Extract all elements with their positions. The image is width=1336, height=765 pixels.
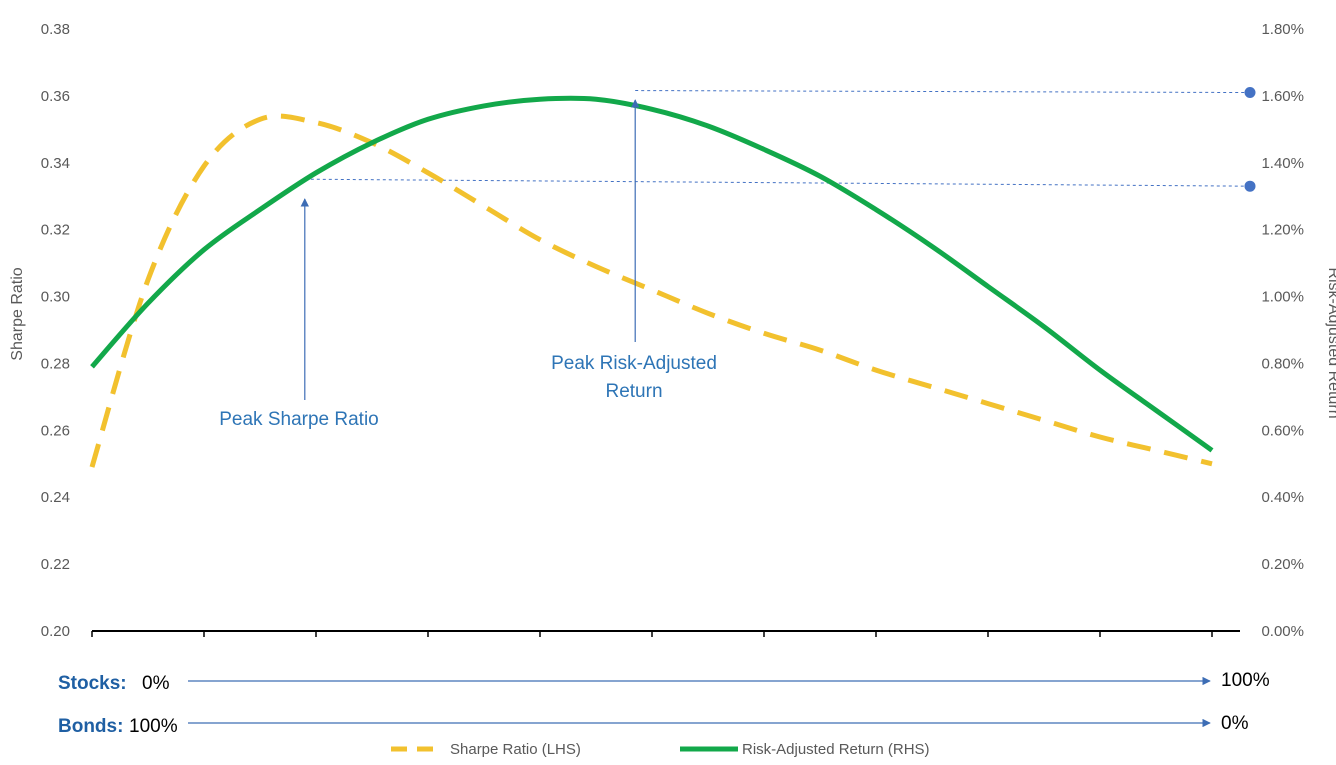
legend-label-sharpe: Sharpe Ratio (LHS) — [450, 741, 581, 758]
left-tick-label: 0.32 — [41, 222, 70, 239]
legend-label-rar: Risk-Adjusted Return (RHS) — [742, 741, 930, 758]
risk-adjusted-return-line — [90, 95, 1214, 453]
right-tick-label: 1.20% — [1261, 222, 1304, 239]
left-tick-label: 0.20 — [41, 623, 70, 640]
x-axis — [91, 630, 1240, 637]
right-tick-label: 0.20% — [1261, 556, 1304, 573]
right-tick-label: 1.00% — [1261, 289, 1304, 306]
reference-guide-line — [635, 90, 1251, 94]
right-tick-label: 0.40% — [1261, 489, 1304, 506]
reference-guide-line — [304, 178, 1251, 187]
reference-guides — [304, 87, 1256, 192]
left-tick-label: 0.36 — [41, 88, 70, 105]
right-axis-title: Risk-Adjusted Return — [1325, 267, 1336, 418]
right-axis-ticks: 0.00% 0.20% 0.40% 0.60% 0.80% 1.00% 1.20% 1.40%… — [1261, 21, 1304, 640]
annotations: Peak Sharpe Ratio Peak Risk-Adjusted Retur… — [219, 99, 717, 430]
bonds-label: Bonds: — [58, 716, 123, 737]
left-tick-label: 0.34 — [41, 155, 70, 172]
reference-point — [1244, 87, 1256, 99]
left-tick-label: 0.24 — [41, 489, 70, 506]
peak-rar-label: Peak Risk-Adjusted — [551, 353, 717, 374]
right-tick-label: 0.00% — [1261, 623, 1304, 640]
right-tick-label: 0.80% — [1261, 355, 1304, 372]
legend: Sharpe Ratio (LHS) Risk-Adjusted Return … — [391, 741, 930, 758]
left-axis-ticks: 0.20 0.22 0.24 0.26 0.28 0.30 0.32 0.34 0.36 0.38 — [41, 21, 70, 640]
left-tick-label: 0.26 — [41, 422, 70, 439]
stocks-start: 0% — [142, 673, 170, 694]
stocks-label: Stocks: — [58, 673, 127, 694]
left-tick-label: 0.28 — [41, 355, 70, 372]
right-tick-label: 0.60% — [1261, 422, 1304, 439]
bonds-end: 0% — [1221, 713, 1249, 734]
peak-sharpe-label: Peak Sharpe Ratio — [219, 409, 379, 430]
right-tick-label: 1.80% — [1261, 21, 1304, 38]
right-tick-label: 1.40% — [1261, 155, 1304, 172]
left-tick-label: 0.38 — [41, 21, 70, 38]
left-axis-title: Sharpe Ratio — [9, 267, 26, 360]
left-tick-label: 0.30 — [41, 289, 70, 306]
series-lines — [89, 95, 1214, 468]
peak-rar-label: Return — [605, 381, 662, 402]
right-tick-label: 1.60% — [1261, 88, 1304, 105]
stocks-end: 100% — [1221, 670, 1270, 691]
bonds-start: 100% — [129, 716, 178, 737]
reference-point — [1244, 180, 1256, 192]
left-tick-label: 0.22 — [41, 556, 70, 573]
sharpe-ratio-line — [89, 113, 1213, 468]
